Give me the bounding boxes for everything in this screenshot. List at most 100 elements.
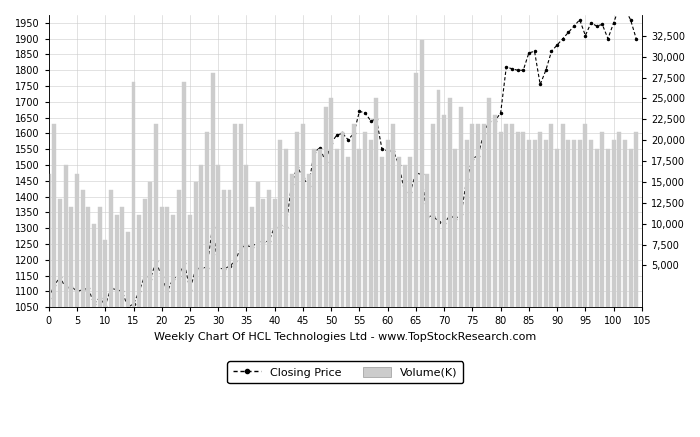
Bar	[92, 224, 96, 307]
Legend: Closing Price, Volume(K): Closing Price, Volume(K)	[228, 361, 463, 383]
Bar	[442, 115, 446, 307]
Bar	[97, 207, 102, 307]
Bar	[346, 157, 350, 307]
Bar	[601, 132, 604, 307]
Bar	[419, 40, 424, 307]
Bar	[301, 124, 305, 307]
Bar	[380, 157, 384, 307]
Bar	[148, 182, 153, 307]
Bar	[80, 190, 85, 307]
Bar	[312, 149, 316, 307]
Bar	[58, 199, 62, 307]
Bar	[244, 165, 248, 307]
Bar	[612, 140, 615, 307]
Bar	[126, 232, 130, 307]
Bar	[498, 132, 503, 307]
Bar	[295, 132, 300, 307]
Bar	[402, 165, 407, 307]
Bar	[516, 132, 519, 307]
Bar	[358, 149, 361, 307]
Bar	[470, 124, 475, 307]
Bar	[165, 207, 169, 307]
Bar	[233, 124, 237, 307]
Bar	[228, 190, 232, 307]
Bar	[578, 140, 582, 307]
Bar	[318, 149, 322, 307]
Bar	[550, 124, 554, 307]
Bar	[211, 73, 215, 307]
Bar	[634, 132, 638, 307]
Bar	[572, 140, 576, 307]
Bar	[352, 124, 356, 307]
X-axis label: Weekly Chart Of HCL Technologies Ltd - www.TopStockResearch.com: Weekly Chart Of HCL Technologies Ltd - w…	[154, 332, 536, 342]
Bar	[290, 173, 293, 307]
Bar	[493, 115, 497, 307]
Bar	[363, 132, 367, 307]
Bar	[64, 165, 68, 307]
Bar	[414, 73, 418, 307]
Bar	[143, 199, 147, 307]
Bar	[205, 132, 209, 307]
Bar	[527, 140, 531, 307]
Bar	[408, 157, 412, 307]
Bar	[176, 190, 181, 307]
Bar	[533, 140, 536, 307]
Bar	[323, 107, 328, 307]
Bar	[115, 215, 118, 307]
Bar	[183, 82, 186, 307]
Bar	[69, 207, 73, 307]
Bar	[273, 199, 276, 307]
Bar	[431, 124, 435, 307]
Bar	[261, 199, 265, 307]
Bar	[623, 140, 627, 307]
Bar	[109, 190, 113, 307]
Bar	[425, 173, 429, 307]
Bar	[194, 182, 197, 307]
Bar	[522, 132, 525, 307]
Bar	[448, 98, 452, 307]
Bar	[391, 124, 395, 307]
Bar	[538, 132, 543, 307]
Bar	[199, 165, 203, 307]
Bar	[369, 140, 372, 307]
Bar	[47, 173, 51, 307]
Bar	[52, 124, 57, 307]
Bar	[459, 107, 463, 307]
Bar	[544, 140, 548, 307]
Bar	[75, 173, 79, 307]
Bar	[606, 149, 610, 307]
Bar	[216, 165, 221, 307]
Bar	[86, 207, 90, 307]
Bar	[104, 240, 107, 307]
Bar	[476, 124, 480, 307]
Bar	[335, 149, 339, 307]
Bar	[267, 190, 271, 307]
Bar	[329, 98, 333, 307]
Bar	[171, 215, 175, 307]
Bar	[160, 207, 164, 307]
Bar	[583, 124, 587, 307]
Bar	[437, 90, 440, 307]
Bar	[256, 182, 260, 307]
Bar	[239, 124, 243, 307]
Bar	[307, 173, 311, 307]
Bar	[617, 132, 621, 307]
Bar	[340, 132, 344, 307]
Bar	[374, 98, 379, 307]
Bar	[629, 149, 633, 307]
Bar	[487, 98, 491, 307]
Bar	[250, 207, 254, 307]
Bar	[154, 124, 158, 307]
Bar	[561, 124, 565, 307]
Bar	[555, 149, 559, 307]
Bar	[589, 140, 593, 307]
Bar	[137, 215, 141, 307]
Bar	[132, 82, 136, 307]
Bar	[222, 190, 226, 307]
Bar	[454, 149, 457, 307]
Bar	[465, 140, 469, 307]
Bar	[284, 149, 288, 307]
Bar	[397, 157, 401, 307]
Bar	[566, 140, 570, 307]
Bar	[595, 149, 598, 307]
